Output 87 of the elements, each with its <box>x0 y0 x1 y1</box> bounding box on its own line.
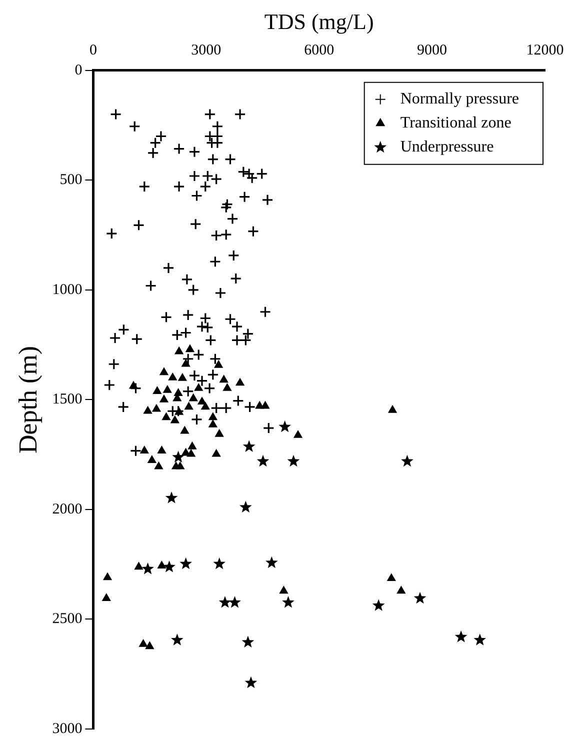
point <box>143 406 152 414</box>
point <box>388 405 397 413</box>
point <box>102 593 111 602</box>
point <box>222 383 232 391</box>
point <box>414 592 426 604</box>
point <box>201 402 210 410</box>
point <box>160 394 168 402</box>
point <box>134 562 144 570</box>
y-tick-label: 1500 <box>52 392 82 408</box>
point <box>194 383 203 391</box>
x-tick-label: 6000 <box>304 42 334 58</box>
point <box>240 500 252 513</box>
legend-label: Underpressure <box>400 138 494 156</box>
y-tick-label: 2000 <box>52 501 82 518</box>
point <box>218 596 232 608</box>
point <box>294 430 302 438</box>
x-tick-label: 12000 <box>526 42 564 58</box>
point <box>157 446 166 454</box>
point <box>208 412 218 420</box>
point <box>184 402 194 410</box>
point <box>165 492 178 504</box>
point <box>163 385 172 393</box>
point <box>220 375 228 383</box>
point <box>189 394 198 402</box>
point <box>236 378 244 386</box>
legend-label: Transitional zone <box>400 114 512 132</box>
point <box>212 449 221 457</box>
y-tick-label: 1000 <box>52 282 82 298</box>
point <box>163 560 176 572</box>
point <box>160 368 168 376</box>
point <box>162 412 171 420</box>
point <box>198 396 206 405</box>
point <box>178 373 187 381</box>
legend-label: Normally pressure <box>400 90 520 108</box>
point <box>278 420 292 432</box>
point <box>103 572 112 580</box>
point <box>208 420 218 428</box>
point <box>215 429 224 437</box>
x-tick-label: 3000 <box>191 42 222 58</box>
y-axis-title: Depth (m) <box>13 346 42 454</box>
point <box>244 676 258 688</box>
point <box>186 449 196 457</box>
point <box>168 372 177 380</box>
point <box>170 634 184 646</box>
point <box>214 360 223 368</box>
point <box>174 346 184 354</box>
y-tick-label: 2500 <box>52 611 82 628</box>
point <box>145 642 154 650</box>
point <box>157 560 166 569</box>
point <box>401 454 414 467</box>
point <box>176 462 184 470</box>
point <box>140 446 149 454</box>
point <box>454 630 468 642</box>
point <box>256 454 270 467</box>
point <box>138 639 148 647</box>
point <box>260 401 270 409</box>
point <box>474 634 486 646</box>
point <box>287 454 300 467</box>
point <box>172 450 184 462</box>
point <box>142 562 154 574</box>
point <box>186 344 194 352</box>
point <box>265 556 278 568</box>
point <box>242 440 256 452</box>
point <box>188 442 197 450</box>
point <box>170 416 180 424</box>
point <box>174 388 183 396</box>
x-tick-label: 0 <box>89 42 97 58</box>
point <box>180 557 192 570</box>
point <box>282 596 294 608</box>
y-tick-label: 3000 <box>52 720 82 737</box>
y-tick-label: 0 <box>74 62 82 78</box>
point <box>152 404 161 412</box>
point <box>213 557 226 570</box>
y-tick-label: 500 <box>60 172 82 188</box>
point <box>242 636 254 648</box>
point <box>279 586 288 594</box>
point <box>372 599 385 611</box>
point <box>387 574 396 582</box>
x-tick-label: 9000 <box>417 42 448 58</box>
point <box>182 359 190 367</box>
point <box>154 462 164 470</box>
point <box>180 426 189 434</box>
point <box>148 455 156 463</box>
point <box>152 386 162 394</box>
point <box>228 596 241 608</box>
point <box>396 586 406 594</box>
x-axis-title: TDS (mg/L) <box>264 8 374 34</box>
